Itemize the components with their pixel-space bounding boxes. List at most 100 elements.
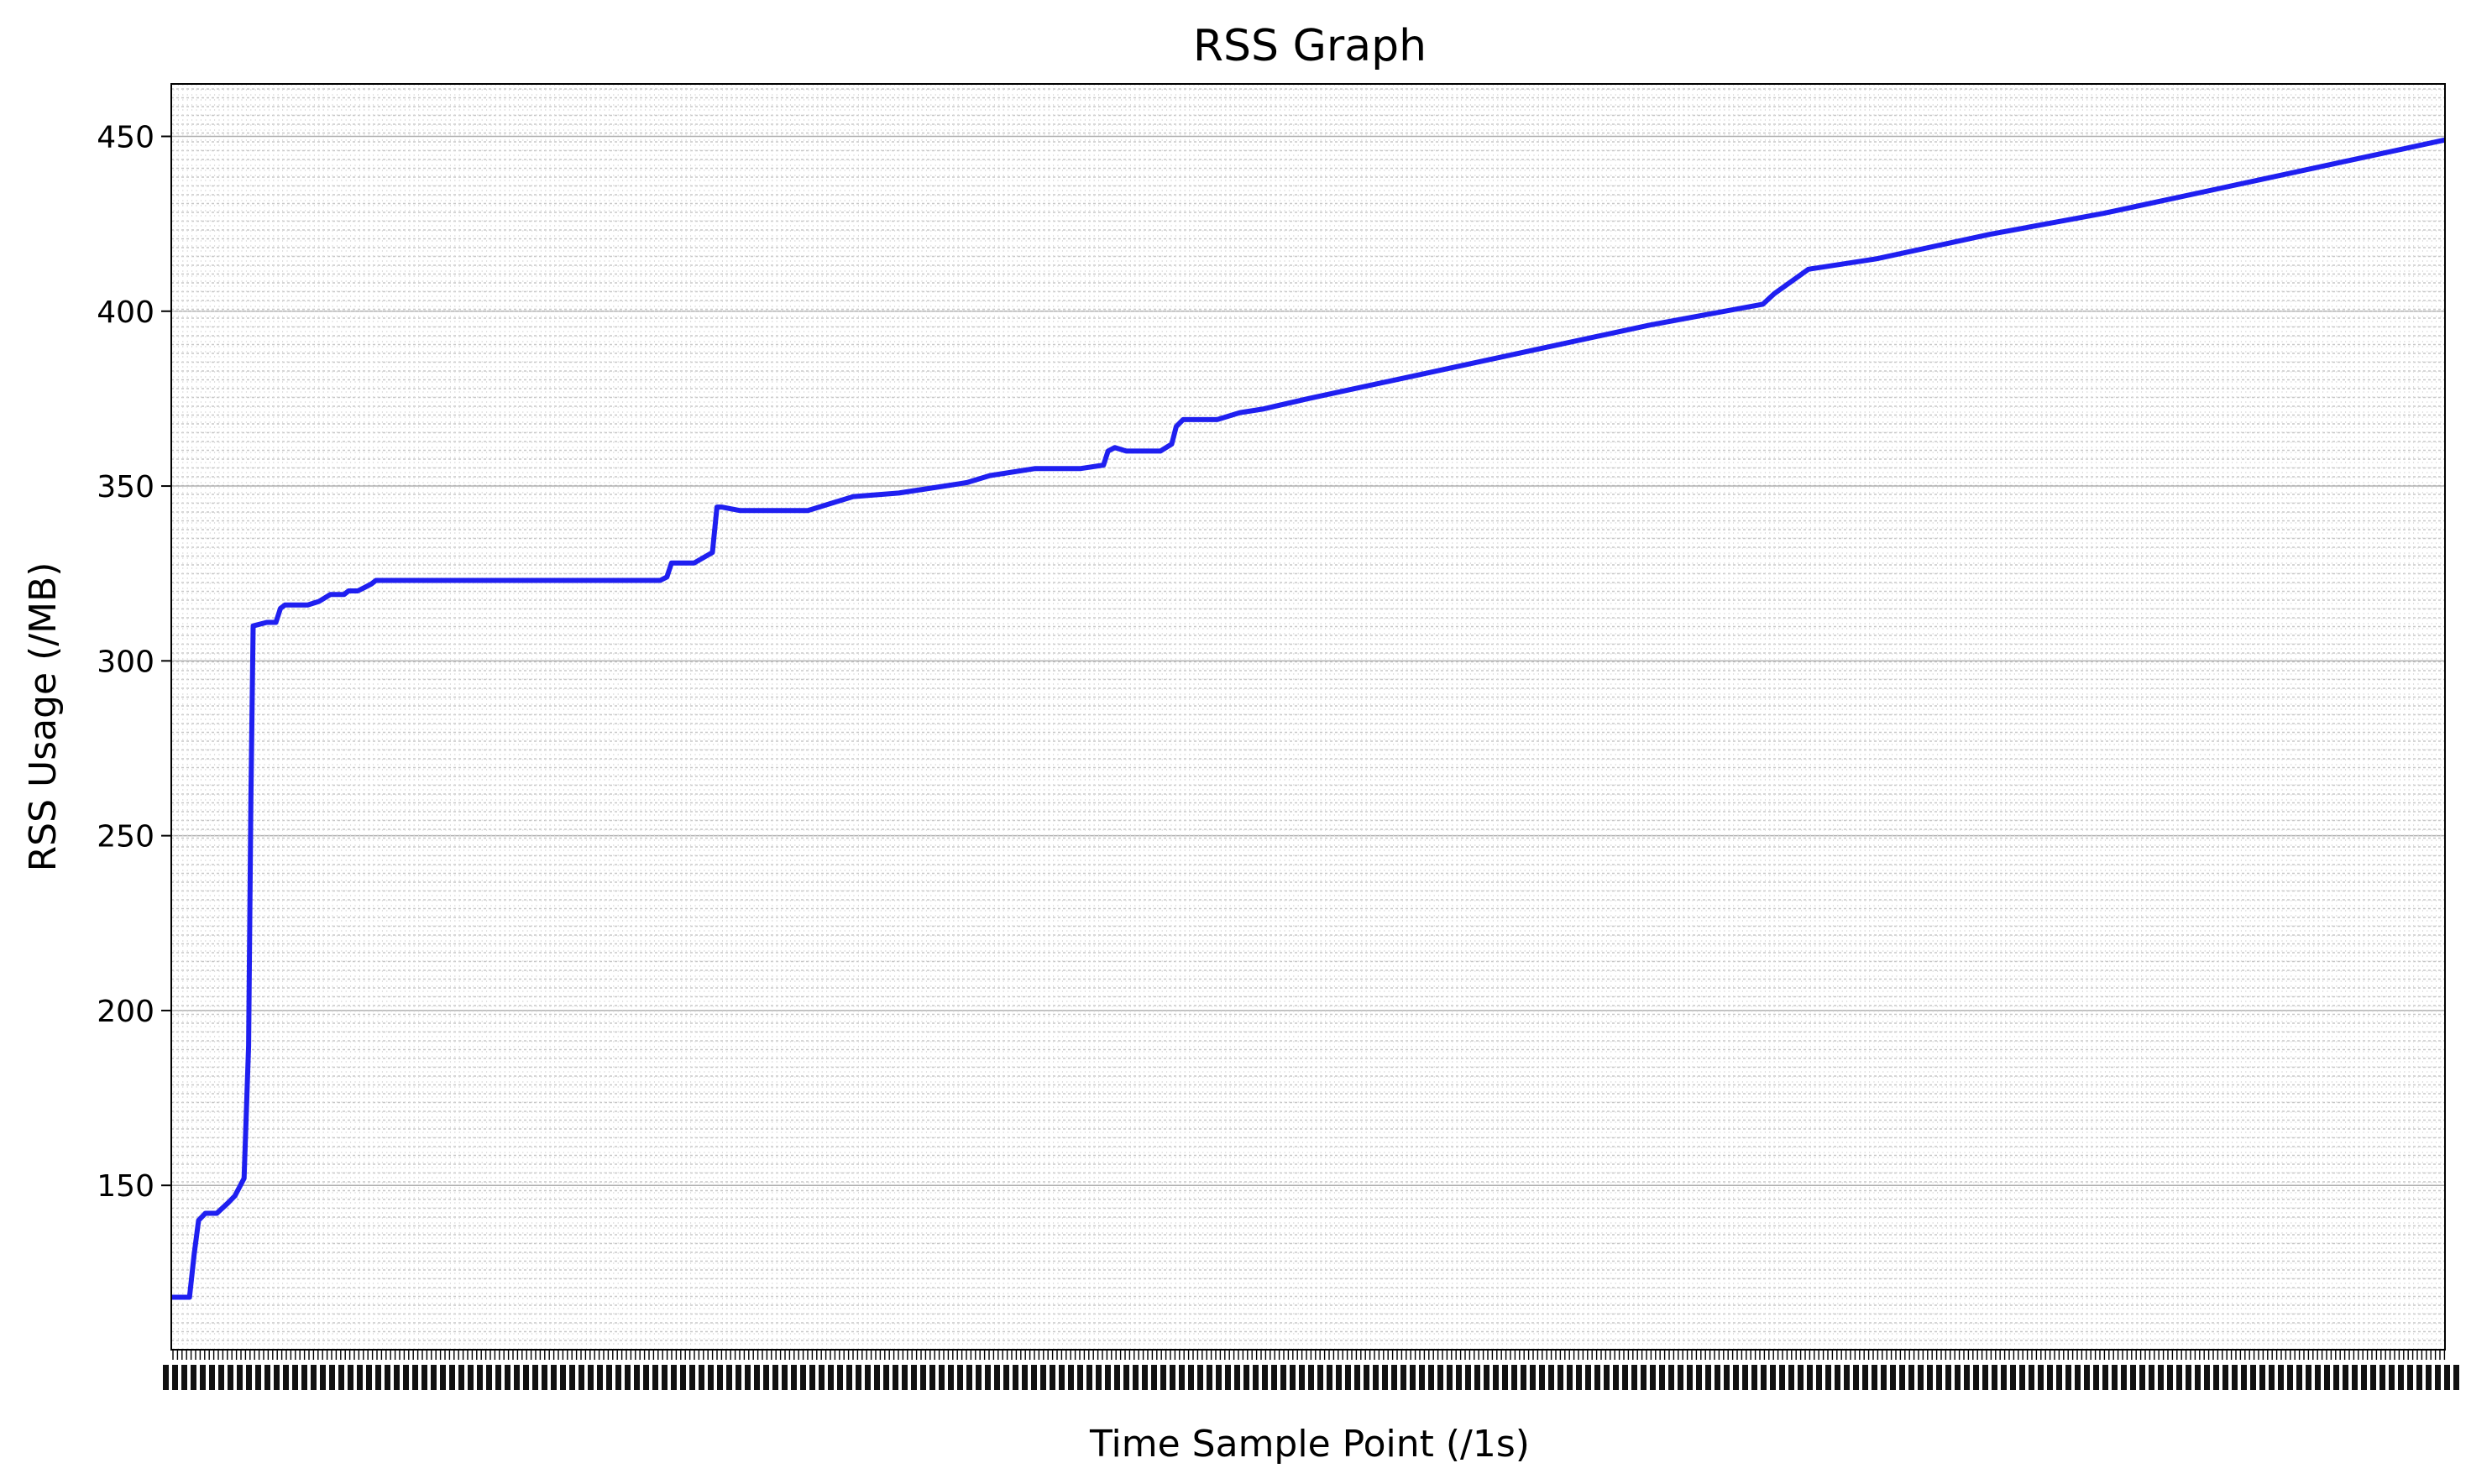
x-tick-label-glyph (1280, 1365, 1286, 1390)
x-tick-label-glyph (1705, 1365, 1711, 1390)
x-tick-label-glyph (1918, 1365, 1924, 1390)
x-tick-label-glyph (948, 1365, 954, 1390)
x-tick-label-glyph (2435, 1365, 2441, 1390)
x-tick-label-glyph (1502, 1365, 1508, 1390)
x-tick-label-glyph (902, 1365, 908, 1390)
x-tick-label-glyph (2121, 1365, 2127, 1390)
x-tick-label-glyph (1927, 1365, 1933, 1390)
x-tick-label-glyph (1123, 1365, 1129, 1390)
y-tick-label: 350 (97, 470, 154, 504)
x-tick-label-glyph (689, 1365, 695, 1390)
x-tick-label-glyph (329, 1365, 335, 1390)
x-tick-label-glyph (1059, 1365, 1065, 1390)
x-tick-label-glyph (2259, 1365, 2265, 1390)
x-tick-label-glyph (1493, 1365, 1499, 1390)
x-tick-label-glyph (1382, 1365, 1388, 1390)
y-tick-label: 300 (97, 645, 154, 679)
x-tick-label-glyph (1031, 1365, 1037, 1390)
x-tick-label-glyph (163, 1365, 169, 1390)
x-tick-label-glyph (1548, 1365, 1554, 1390)
x-tick-label-glyph (237, 1365, 243, 1390)
x-tick-label-glyph (2352, 1365, 2358, 1390)
y-tick-label: 250 (97, 820, 154, 854)
x-tick-label-glyph (1973, 1365, 1979, 1390)
x-tick-label-glyph (985, 1365, 991, 1390)
x-tick-label-glyph (2444, 1365, 2450, 1390)
x-tick-label-glyph (2241, 1365, 2247, 1390)
x-tick-label-glyph (468, 1365, 474, 1390)
x-tick-label-glyph (1567, 1365, 1573, 1390)
x-tick-label-glyph (1050, 1365, 1055, 1390)
x-tick-label-glyph (1844, 1365, 1850, 1390)
x-tick-label-glyph (2112, 1365, 2118, 1390)
x-tick-label-glyph (1160, 1365, 1166, 1390)
x-tick-label-glyph (449, 1365, 455, 1390)
x-tick-label-glyph (486, 1365, 492, 1390)
x-tick-label-glyph (745, 1365, 751, 1390)
x-tick-label-glyph (1862, 1365, 1868, 1390)
x-tick-label-glyph (2296, 1365, 2302, 1390)
x-tick-label-glyph (1881, 1365, 1887, 1390)
x-tick-label-glyph (1271, 1365, 1277, 1390)
x-tick-label-glyph (1114, 1365, 1120, 1390)
x-tick-label-glyph (246, 1365, 252, 1390)
x-tick-label-glyph (1419, 1365, 1425, 1390)
x-tick-label-glyph (1465, 1365, 1471, 1390)
x-tick-label-glyph (532, 1365, 538, 1390)
x-tick-label-glyph (1742, 1365, 1748, 1390)
x-tick-label-glyph (1308, 1365, 1314, 1390)
x-tick-label-glyph (920, 1365, 926, 1390)
x-tick-label-glyph (2075, 1365, 2081, 1390)
x-tick-label-glyph (1456, 1365, 1462, 1390)
x-tick-label-glyph (1511, 1365, 1517, 1390)
x-tick-label-glyph (606, 1365, 612, 1390)
x-tick-label-glyph (2010, 1365, 2016, 1390)
x-tick-label-glyph (1253, 1365, 1259, 1390)
y-tick-label: 200 (97, 995, 154, 1029)
x-tick-label-glyph (1816, 1365, 1822, 1390)
x-tick-label-glyph (2333, 1365, 2339, 1390)
x-tick-label-glyph (366, 1365, 372, 1390)
y-tick-label: 400 (97, 295, 154, 330)
x-tick-label-glyph (2084, 1365, 2090, 1390)
x-tick-label-glyph (421, 1365, 427, 1390)
x-tick-label-glyph (1890, 1365, 1896, 1390)
x-tick-label-glyph (1613, 1365, 1619, 1390)
x-tick-label-glyph (1170, 1365, 1175, 1390)
x-tick-label-glyph (1234, 1365, 1240, 1390)
x-tick-label-glyph (1539, 1365, 1545, 1390)
x-tick-label-glyph (523, 1365, 529, 1390)
x-tick-label-glyph (1013, 1365, 1018, 1390)
x-tick-label-glyph (939, 1365, 945, 1390)
x-tick-label-glyph (1641, 1365, 1646, 1390)
x-tick-label-glyph (320, 1365, 326, 1390)
x-tick-label-glyph (2047, 1365, 2053, 1390)
x-tick-label-glyph (2130, 1365, 2136, 1390)
x-tick-label-glyph (394, 1365, 400, 1390)
x-tick-label-glyph (1086, 1365, 1092, 1390)
x-tick-label-glyph (2093, 1365, 2099, 1390)
x-tick-label-glyph (2287, 1365, 2293, 1390)
x-tick-label-glyph (1040, 1365, 1046, 1390)
x-tick-label-glyph (357, 1365, 363, 1390)
x-tick-label-glyph (1807, 1365, 1813, 1390)
x-tick-label-glyph (1364, 1365, 1369, 1390)
x-tick-label-glyph (615, 1365, 621, 1390)
x-tick-label-glyph (588, 1365, 594, 1390)
x-tick-label-glyph (505, 1365, 510, 1390)
x-tick-label-glyph (2232, 1365, 2238, 1390)
x-tick-label-glyph (1105, 1365, 1111, 1390)
x-tick-label-glyph (2370, 1365, 2376, 1390)
x-tick-label-glyph (2407, 1365, 2413, 1390)
x-tick-label-glyph (301, 1365, 307, 1390)
x-tick-label-glyph (966, 1365, 972, 1390)
y-axis-ticks: 150 200 250 300 350 400 450 (97, 120, 171, 1204)
plot-area-frame (170, 83, 2446, 1351)
x-tick-label-glyph (1622, 1365, 1628, 1390)
x-tick-label-glyph (1197, 1365, 1203, 1390)
x-tick-label-glyph (2019, 1365, 2025, 1390)
x-tick-label-glyph (1945, 1365, 1951, 1390)
x-tick-label-glyph (763, 1365, 769, 1390)
x-tick-label-glyph (1142, 1365, 1148, 1390)
